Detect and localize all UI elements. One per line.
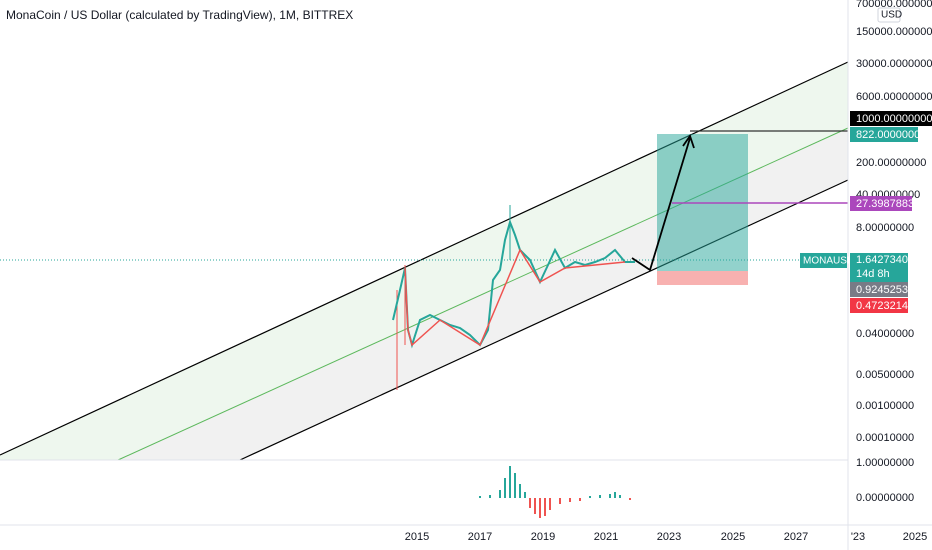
unit-box[interactable]	[877, 7, 901, 23]
projection-arrow	[631, 137, 691, 272]
time-label: '23	[851, 531, 865, 543]
price-label: 6000.00000000	[856, 91, 932, 103]
take-profit-tag	[850, 127, 918, 142]
time-label: 2019	[531, 531, 555, 543]
channel-upper	[0, 61, 849, 456]
price-label: 200.00000000	[856, 157, 926, 169]
time-label: 2017	[468, 531, 492, 543]
last-price-label: 1.64273408	[856, 254, 914, 266]
time-label: 2015	[405, 531, 429, 543]
stop-tag-label: 0.47232146	[856, 300, 914, 312]
price-label: 700000.00000000	[856, 0, 932, 10]
symbol-tag	[800, 253, 847, 268]
price-label: 0.00100000	[856, 400, 914, 412]
unit-label[interactable]: USD	[881, 10, 902, 21]
entry-tag-label: 0.92452538	[856, 284, 914, 296]
time-label: 2021	[594, 531, 618, 543]
arrow-head	[682, 134, 695, 149]
price-label: 30000.00000000	[856, 58, 932, 70]
indicator-label: 0.00000000	[856, 492, 914, 504]
histogram-negative	[529, 498, 631, 518]
take-profit-tag-label: 822.00000000	[856, 129, 926, 141]
entry-tag	[850, 282, 908, 297]
countdown-label: 14d 8h	[856, 268, 890, 280]
time-label: 2025	[903, 531, 927, 543]
indicator-label: 1.00000000	[856, 457, 914, 469]
symbol-tag-label: MONAUSD	[803, 256, 854, 267]
time-label: 2025	[721, 531, 745, 543]
time-axis: 2015 2017 2019 2021 2023 2025 2027 '23 2…	[405, 531, 927, 543]
time-label: 2027	[784, 531, 808, 543]
price-path	[392, 218, 635, 349]
upper-band	[0, 62, 848, 460]
target-tag-label: 1000.00000000	[856, 113, 932, 125]
level-tag	[850, 196, 912, 211]
last-price-tag	[850, 253, 908, 282]
price-path-down	[404, 248, 626, 347]
price-label: 8.00000000	[856, 222, 914, 234]
level-tag-label: 27.39878835	[856, 198, 920, 210]
time-label: 2023	[657, 531, 681, 543]
price-label: 0.00010000	[856, 432, 914, 444]
loss-zone	[657, 271, 748, 285]
price-label: 0.00500000	[856, 369, 914, 381]
price-axis: 700000.00000000 USD 150000.00000000 3000…	[800, 0, 932, 504]
target-tag	[850, 111, 932, 126]
price-label: 0.04000000	[856, 328, 914, 340]
histogram	[479, 466, 631, 518]
chart-title: MonaCoin / US Dollar (calculated by Trad…	[6, 8, 353, 22]
price-label: 150000.00000000	[856, 26, 932, 38]
stop-tag	[850, 298, 908, 313]
